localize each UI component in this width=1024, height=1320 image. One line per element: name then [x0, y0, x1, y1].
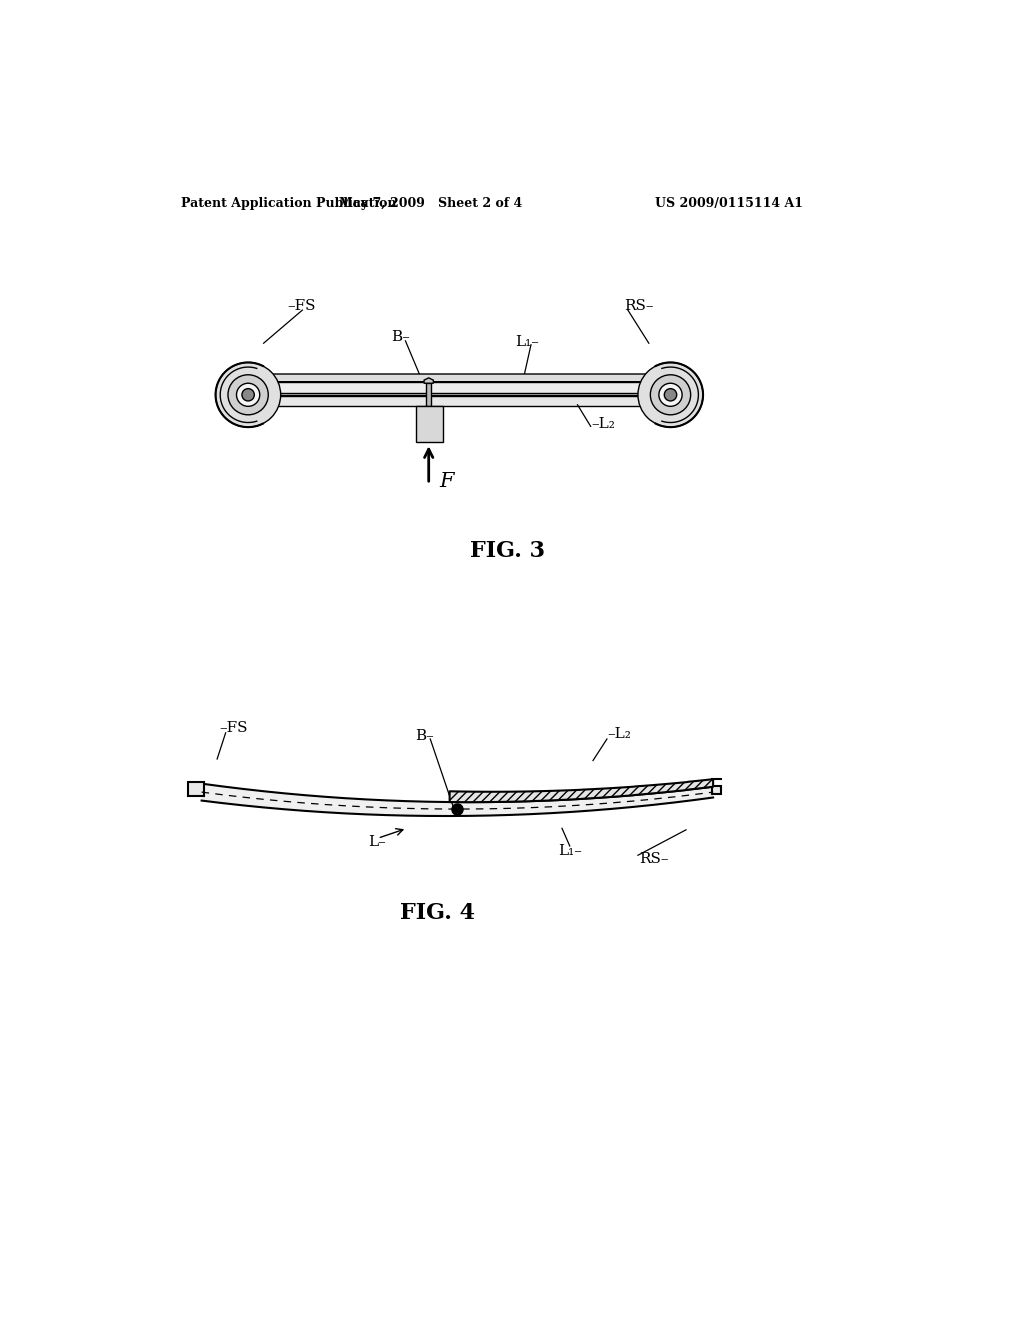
Text: L₁–: L₁–	[558, 845, 582, 858]
Polygon shape	[260, 381, 663, 393]
Text: –FS: –FS	[287, 300, 315, 313]
Text: –L₂: –L₂	[607, 727, 631, 742]
Circle shape	[216, 363, 281, 428]
Text: RS–: RS–	[624, 300, 653, 313]
Text: B–: B–	[391, 330, 411, 345]
Circle shape	[650, 375, 690, 414]
Polygon shape	[202, 784, 713, 816]
Polygon shape	[424, 378, 433, 383]
Text: L₁–: L₁–	[515, 335, 540, 348]
Circle shape	[665, 388, 677, 401]
Circle shape	[658, 383, 682, 407]
Bar	[187, 781, 204, 796]
Text: F: F	[439, 473, 454, 491]
Bar	[712, 785, 721, 793]
Polygon shape	[260, 374, 671, 381]
Text: B–: B–	[415, 729, 433, 743]
Circle shape	[638, 363, 703, 428]
Text: Patent Application Publication: Patent Application Publication	[180, 197, 396, 210]
Circle shape	[237, 383, 260, 407]
Text: May 7, 2009   Sheet 2 of 4: May 7, 2009 Sheet 2 of 4	[339, 197, 522, 210]
Bar	[426, 383, 431, 407]
Polygon shape	[450, 779, 713, 803]
Text: –L₂: –L₂	[592, 417, 615, 432]
Text: US 2009/0115114 A1: US 2009/0115114 A1	[655, 197, 803, 210]
Polygon shape	[254, 388, 677, 396]
Circle shape	[228, 375, 268, 414]
Text: RS–: RS–	[640, 853, 669, 866]
Circle shape	[242, 388, 254, 401]
Text: –FS: –FS	[219, 721, 248, 735]
Polygon shape	[254, 396, 669, 407]
Text: L–: L–	[369, 836, 386, 849]
Bar	[416, 407, 442, 442]
Text: FIG. 4: FIG. 4	[400, 902, 475, 924]
Text: FIG. 3: FIG. 3	[470, 540, 545, 562]
